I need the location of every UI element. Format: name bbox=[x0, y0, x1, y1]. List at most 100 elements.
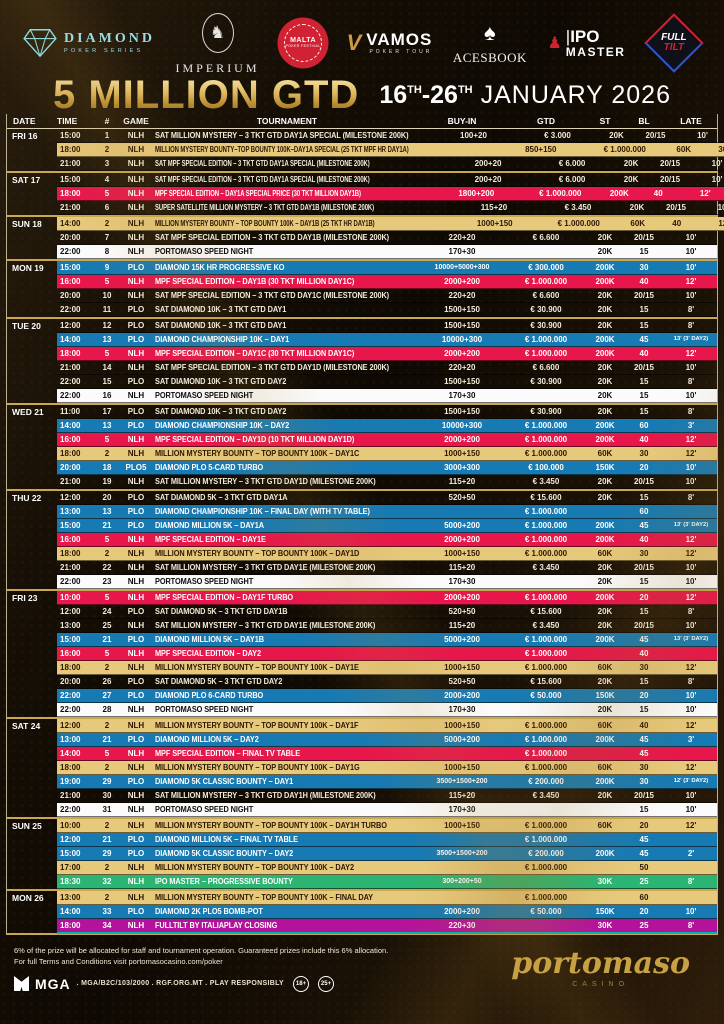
date-cell bbox=[7, 201, 57, 215]
gtd-cell: € 1.000.000 bbox=[524, 821, 568, 830]
schedule-body: FRI 16 15:00 1 NLH SAT MILLION MYSTERY – 3 T… bbox=[7, 129, 724, 934]
tournament-name: MILLION MYSTERY BOUNTY – TOP BOUNTY 100K… bbox=[155, 663, 359, 672]
game-cell: NLH bbox=[127, 391, 145, 400]
st-cell: 20K bbox=[623, 159, 639, 168]
gtd-cell bbox=[505, 575, 587, 588]
date-end: -26 bbox=[421, 80, 458, 109]
date-cell bbox=[7, 433, 57, 447]
ipo-master-logo: ♟ |IPO MASTER bbox=[547, 27, 626, 59]
late-cell: 10' bbox=[685, 291, 697, 300]
time-cell: 16:00 bbox=[60, 435, 81, 444]
time-cell: 17:00 bbox=[60, 863, 81, 872]
table-row: 22:00 27 PLO DIAMOND PLO 6-CARD TURBO 2000+2… bbox=[7, 689, 717, 703]
gtd-cell: € 1.000.000 bbox=[524, 335, 568, 344]
num-cell: 2 bbox=[104, 821, 110, 830]
tournament-name: DIAMOND CHAMPIONSHIP 10K – FINAL DAY (WI… bbox=[155, 507, 370, 516]
tournament-name: DIAMOND 5K CLASSIC BOUNTY – DAY2 bbox=[155, 849, 294, 858]
spade-icon: ♠ bbox=[484, 20, 496, 45]
date-cell: SAT 24 bbox=[12, 721, 41, 731]
row-band: 12:00 12 PLO SAT DIAMOND 10K – 3 TKT GTD DA… bbox=[57, 319, 717, 333]
gtd-cell: € 1.000.000 bbox=[524, 449, 568, 458]
game-cell: NLH bbox=[127, 477, 145, 486]
gtd-cell: € 1.000.000 bbox=[524, 521, 568, 530]
row-band: 19:00 29 PLO DIAMOND 5K CLASSIC BOUNTY – DA… bbox=[57, 775, 717, 789]
num-cell: 2 bbox=[104, 721, 110, 730]
tournament-name: SAT DIAMOND 10K – 3 TKT GTD DAY1 bbox=[155, 305, 287, 314]
date-start-sup: TH bbox=[407, 83, 422, 96]
sponsor-logo-bar: DIAMOND POKER SERIES ♞ IMPERIUM MALTA PO… bbox=[0, 0, 724, 78]
malta-poker-festival-logo: MALTA POKER FESTIVAL bbox=[280, 20, 327, 66]
tournament-name: SAT DIAMOND 5K – 3 TKT GTD DAY1B bbox=[155, 607, 288, 616]
table-row: 16:00 5 NLH MPF SPECIAL EDITION – DAY1D (10… bbox=[7, 433, 717, 447]
gtd-cell: € 200.000 bbox=[528, 777, 564, 786]
gtd-cell: € 15.600 bbox=[530, 607, 562, 616]
row-band: 21:00 3 NLH SAT MPF SPECIAL EDITION – 3 TKT… bbox=[57, 157, 724, 171]
tournament-name: MILLION MYSTERY BOUNTY – TOP BOUNTY 100K… bbox=[155, 821, 387, 830]
day-group-wed-21: WED 21 11:00 17 PLO SAT DIAMOND 10K – 3 TKT … bbox=[7, 403, 717, 489]
time-cell: 18:00 bbox=[60, 663, 81, 672]
buyin-cell: 2000+200 bbox=[444, 907, 480, 916]
gtd-cell bbox=[505, 919, 587, 932]
st-cell: 150K bbox=[595, 691, 615, 700]
game-cell: NLH bbox=[127, 877, 145, 886]
gtd-cell: € 3.450 bbox=[564, 203, 592, 212]
buyin-cell: 170+30 bbox=[448, 391, 476, 400]
late-cell: 10' bbox=[685, 263, 697, 272]
time-cell: 16:00 bbox=[60, 277, 81, 286]
bl-cell: 30 bbox=[639, 549, 649, 558]
num-cell: 2 bbox=[104, 219, 110, 228]
row-band: 16:00 5 NLH MPF SPECIAL EDITION – DAY1D (10… bbox=[57, 433, 717, 447]
game-cell: NLH bbox=[127, 593, 145, 602]
table-row: 21:00 22 NLH SAT MILLION MYSTERY – 3 TKT GT… bbox=[7, 561, 717, 575]
st-cell bbox=[587, 803, 623, 816]
column-header-row: DATE TIME # GAME TOURNAMENT BUY-IN GTD ST BL LATE bbox=[7, 114, 717, 129]
game-cell: NLH bbox=[127, 131, 145, 140]
late-cell: 10' bbox=[685, 391, 697, 400]
time-cell: 20:00 bbox=[60, 233, 81, 242]
table-row: THU 22 12:00 20 PLO SAT DIAMOND 5K – 3 TKT G… bbox=[7, 491, 717, 505]
bl-cell: 40 bbox=[672, 219, 682, 228]
imperium-logo-text: IMPERIUM bbox=[175, 60, 260, 75]
tournament-name: MILLION MYSTERY BOUNTY–TOP BOUNTY 100K–D… bbox=[155, 145, 409, 154]
game-cell: PLO bbox=[127, 507, 145, 516]
st-cell: 200K bbox=[595, 435, 615, 444]
game-cell: PLO bbox=[127, 691, 145, 700]
date-cell bbox=[7, 905, 57, 919]
time-cell: 12:00 bbox=[60, 721, 81, 730]
game-cell: PLO5 bbox=[125, 463, 147, 472]
time-cell: 20:00 bbox=[60, 677, 81, 686]
game-cell: NLH bbox=[127, 449, 145, 458]
time-cell: 21:00 bbox=[60, 363, 81, 372]
gtd-cell: € 1.000.000 bbox=[524, 749, 568, 758]
column-header-gtd: GTD bbox=[537, 116, 555, 126]
gtd-cell: € 6.000 bbox=[558, 175, 586, 184]
st-cell: 20K bbox=[597, 477, 613, 486]
table-row: 14:00 5 NLH MPF SPECIAL EDITION – FINAL TV … bbox=[7, 747, 717, 761]
tournament-name: MILLION MYSTERY BOUNTY – TOP BOUNTY 100K… bbox=[155, 893, 373, 902]
row-band: 12:00 24 PLO SAT DIAMOND 5K – 3 TKT GTD DAY… bbox=[57, 605, 717, 619]
bl-cell: 30 bbox=[639, 449, 649, 458]
table-row: 13:00 13 PLO DIAMOND CHAMPIONSHIP 10K – FIN… bbox=[7, 505, 717, 519]
bl-cell: 20/15 bbox=[633, 233, 655, 242]
date-cell bbox=[7, 733, 57, 747]
age-25-badge: 25+ bbox=[317, 975, 334, 992]
mga-label: MGA bbox=[35, 975, 71, 992]
time-cell: 13:00 bbox=[60, 621, 81, 630]
tournament-name: SAT MPF SPECIAL EDITION – 3 TKT GTD DAY1… bbox=[155, 363, 390, 372]
time-cell: 22:00 bbox=[60, 391, 81, 400]
bl-cell: 15 bbox=[639, 607, 649, 616]
time-cell: 22:00 bbox=[60, 805, 81, 814]
row-band: 15:00 21 PLO DIAMOND MILLION 5K – DAY1B 5000… bbox=[57, 633, 717, 647]
bl-cell: 40 bbox=[639, 435, 649, 444]
late-cell: 8' bbox=[687, 607, 695, 616]
bl-cell: 15 bbox=[639, 705, 649, 714]
st-cell: 20K bbox=[597, 321, 613, 330]
late-cell: 13' (3' DAY2) bbox=[673, 636, 709, 642]
table-row: 20:00 10 NLH SAT MPF SPECIAL EDITION – 3 TK… bbox=[7, 289, 717, 303]
gtd-cell: € 3.450 bbox=[532, 563, 560, 572]
column-header-st: ST bbox=[599, 116, 611, 126]
gtd-cell: € 1.000.000 bbox=[524, 863, 568, 872]
tournament-name: MPF SPECIAL EDITION – FINAL TV TABLE bbox=[155, 749, 301, 758]
time-cell: 12:00 bbox=[60, 607, 81, 616]
buyin-cell: 1000+150 bbox=[476, 219, 513, 228]
